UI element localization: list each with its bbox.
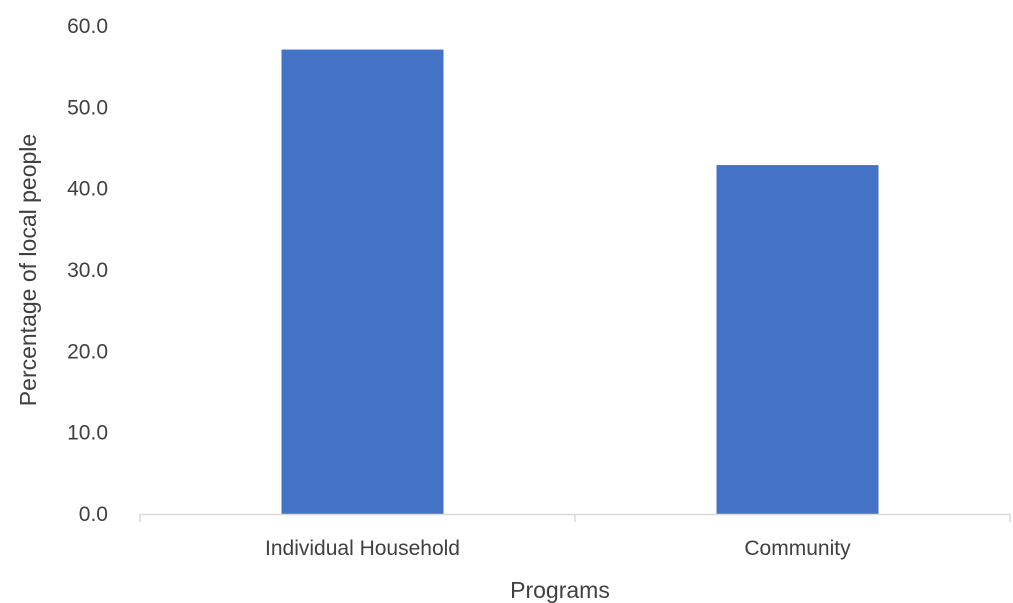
y-axis-title: Percentage of local people	[15, 134, 41, 406]
y-tick-label: 60.0	[67, 15, 108, 38]
bar-community	[716, 165, 879, 514]
y-axis-ticks: 0.0 10.0 20.0 30.0 40.0 50.0 60.0	[67, 15, 108, 526]
x-axis-title: Programs	[510, 577, 610, 603]
x-category-label: Community	[744, 537, 851, 560]
x-category-label: Individual Household	[265, 537, 460, 560]
y-tick-label: 50.0	[67, 96, 108, 119]
y-tick-label: 30.0	[67, 259, 108, 282]
y-tick-label: 10.0	[67, 422, 108, 445]
bar-individual-household	[281, 49, 444, 514]
x-axis-ticks	[139, 514, 1011, 522]
y-tick-label: 0.0	[79, 503, 108, 526]
bars	[281, 49, 879, 514]
x-axis-category-labels: Individual Household Community	[265, 537, 851, 560]
y-tick-label: 40.0	[67, 178, 108, 201]
y-tick-label: 20.0	[67, 340, 108, 363]
